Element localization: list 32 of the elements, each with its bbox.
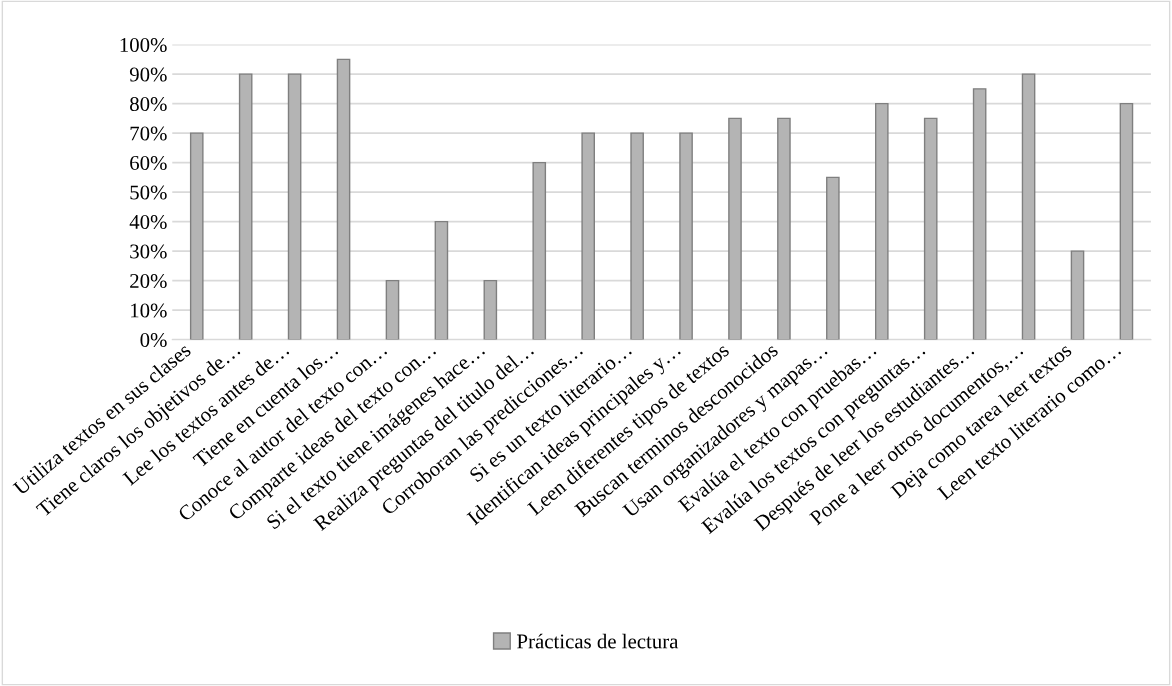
bar — [777, 117, 791, 340]
bar — [923, 117, 938, 340]
bar — [581, 132, 596, 340]
y-tick-label: 80% — [130, 96, 167, 112]
bar — [336, 58, 351, 340]
y-tick-label: 70% — [130, 126, 167, 141]
bar — [385, 279, 400, 340]
bar — [238, 73, 253, 340]
bar — [532, 161, 547, 340]
y-tick-label: 90% — [129, 67, 167, 82]
bar — [1021, 73, 1036, 340]
bar — [1070, 250, 1085, 340]
y-tick-label: 40% — [129, 214, 167, 230]
y-tick-label: 60% — [130, 155, 167, 171]
bar — [826, 176, 840, 340]
bar — [728, 117, 742, 340]
y-tick-label: 20% — [130, 273, 167, 289]
y-tick-label: 50% — [130, 185, 167, 200]
y-tick-label: 100% — [120, 37, 167, 53]
bar — [630, 132, 644, 340]
bar — [483, 279, 498, 340]
y-tick-label: 30% — [130, 244, 167, 259]
bar — [874, 102, 889, 340]
bar — [679, 132, 693, 340]
bar — [972, 88, 987, 340]
bar — [189, 132, 204, 340]
y-tick-label: 0% — [140, 332, 167, 348]
y-tick-label: 10% — [131, 303, 167, 318]
bar — [434, 220, 449, 340]
bar — [1119, 102, 1134, 340]
bar — [287, 73, 302, 340]
legend-label: Prácticas de lectura — [517, 633, 679, 649]
